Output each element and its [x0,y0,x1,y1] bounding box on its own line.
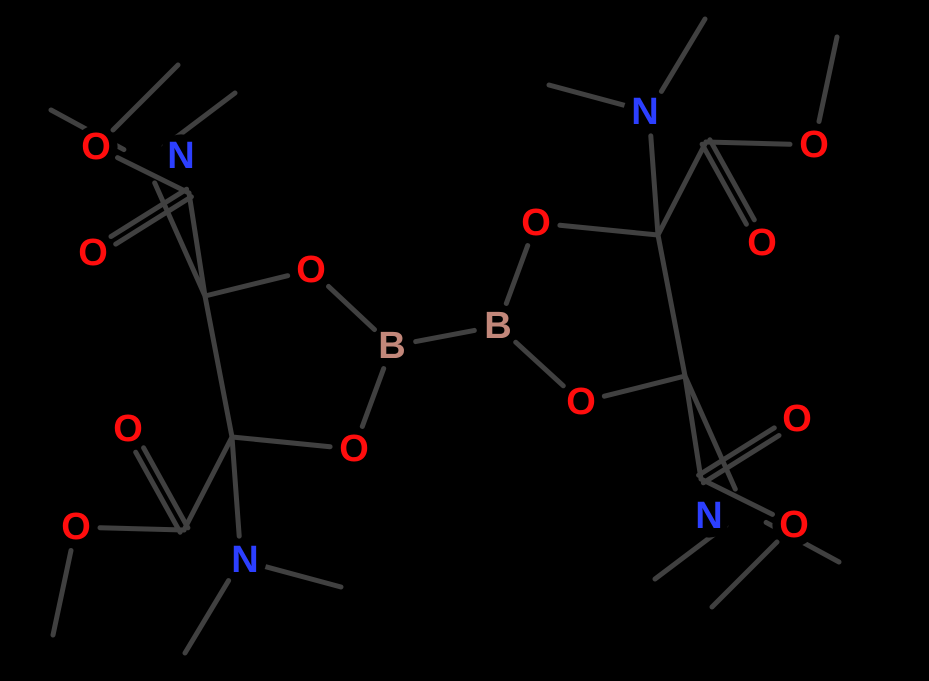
atom-label-o: O [779,504,809,546]
atom-label-n: N [231,539,258,581]
bond-line [232,437,330,447]
atom-label-o: O [782,398,812,440]
atom-label-o: O [566,381,596,423]
bond-line [416,330,475,341]
bond-line [560,225,658,235]
atom-label-o: O [747,222,777,264]
bond-line [144,448,188,528]
molecule-diagram: B B O O O O O O N O O N O O N O O N [0,0,929,681]
bond-line [362,369,383,427]
atom-label-o: O [339,428,369,470]
bond-line [100,528,184,530]
bond-line [232,437,239,536]
atom-label-n: N [695,495,722,537]
atom-label-b: B [378,325,405,367]
bond-line [651,136,658,235]
bonds-group [51,19,839,653]
bond-line [604,376,685,396]
atom-label-o: O [799,124,829,166]
bond-line [712,542,777,607]
atom-label-o: O [61,506,91,548]
bond-line [136,452,180,532]
bond-line [702,144,746,224]
bond-line [658,142,706,235]
atom-label-o: O [113,408,143,450]
atom-label-b: B [484,305,511,347]
bond-line [205,296,232,437]
bond-line [661,19,705,91]
atom-label-o: O [78,232,108,274]
bond-line [819,37,837,122]
atom-label-o: O [521,202,551,244]
atom-label-o: O [296,249,326,291]
atom-label-o: O [81,126,111,168]
bond-line [205,276,288,296]
bond-line [706,142,790,144]
bond-line [264,566,341,587]
bond-line [113,65,178,130]
bond-line [710,140,754,220]
bond-line [516,342,564,386]
bond-line [329,286,375,329]
bond-line [53,551,71,636]
bond-line [658,235,685,376]
atom-label-n: N [631,91,658,133]
bond-line [185,581,229,653]
bond-line [184,437,232,530]
atom-label-n: N [167,135,194,177]
bond-line [506,246,527,304]
bond-line [549,85,626,106]
